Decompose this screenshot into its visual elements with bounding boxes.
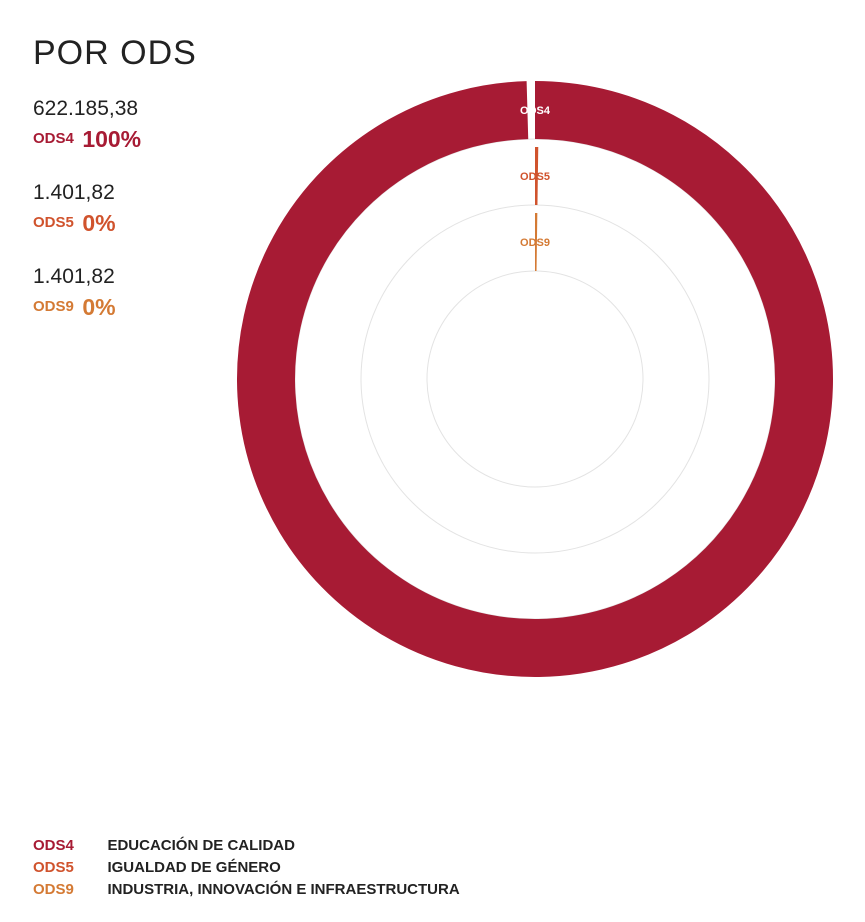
ring-label-ods5: ODS5	[520, 171, 550, 183]
stat-ods5: 1.401,82 ODS5 0%	[33, 182, 253, 266]
stat-ods4: 622.185,38 ODS4 100%	[33, 98, 253, 182]
legend-code: ODS4	[33, 837, 74, 854]
stat-amount: 1.401,82	[33, 265, 115, 288]
legend-item-ods9: ODS9 INDUSTRIA, INNOVACIÓN E INFRAESTRUC…	[33, 879, 833, 901]
stats-panel: 622.185,38 ODS4 100% 1.401,82 ODS5 0% 1.…	[33, 98, 253, 350]
stat-amount: 1.401,82	[33, 181, 115, 204]
ring-label-ods9: ODS9	[520, 237, 550, 249]
legend-code: ODS5	[33, 859, 74, 876]
page-title: POR ODS	[33, 34, 197, 72]
legend-label: EDUCACIÓN DE CALIDAD	[107, 837, 295, 854]
ring-label-ods4: ODS4	[520, 105, 551, 117]
stat-ods9: 1.401,82 ODS9 0%	[33, 266, 253, 350]
stat-percent: 100%	[82, 126, 142, 152]
ring-bar-ods4	[237, 81, 833, 677]
legend-label: IGUALDAD DE GÉNERO	[107, 859, 281, 876]
legend-label: INDUSTRIA, INNOVACIÓN E INFRAESTRUCTURA	[107, 881, 460, 898]
ring-track-ods9	[426, 270, 644, 488]
legend-item-ods5: ODS5 IGUALDAD DE GÉNERO	[33, 857, 833, 879]
ring-track-ods4	[294, 138, 776, 620]
stat-code: ODS9	[33, 298, 74, 315]
stat-code: ODS4	[33, 130, 74, 147]
stat-percent: 0%	[82, 210, 116, 236]
stat-code: ODS5	[33, 214, 74, 231]
stat-amount: 622.185,38	[33, 97, 139, 120]
legend-code: ODS9	[33, 881, 74, 898]
stat-percent: 0%	[82, 294, 116, 320]
legend-item-ods4: ODS4 EDUCACIÓN DE CALIDAD	[33, 835, 833, 857]
legend: ODS4 EDUCACIÓN DE CALIDAD ODS5 IGUALDAD …	[33, 835, 833, 901]
